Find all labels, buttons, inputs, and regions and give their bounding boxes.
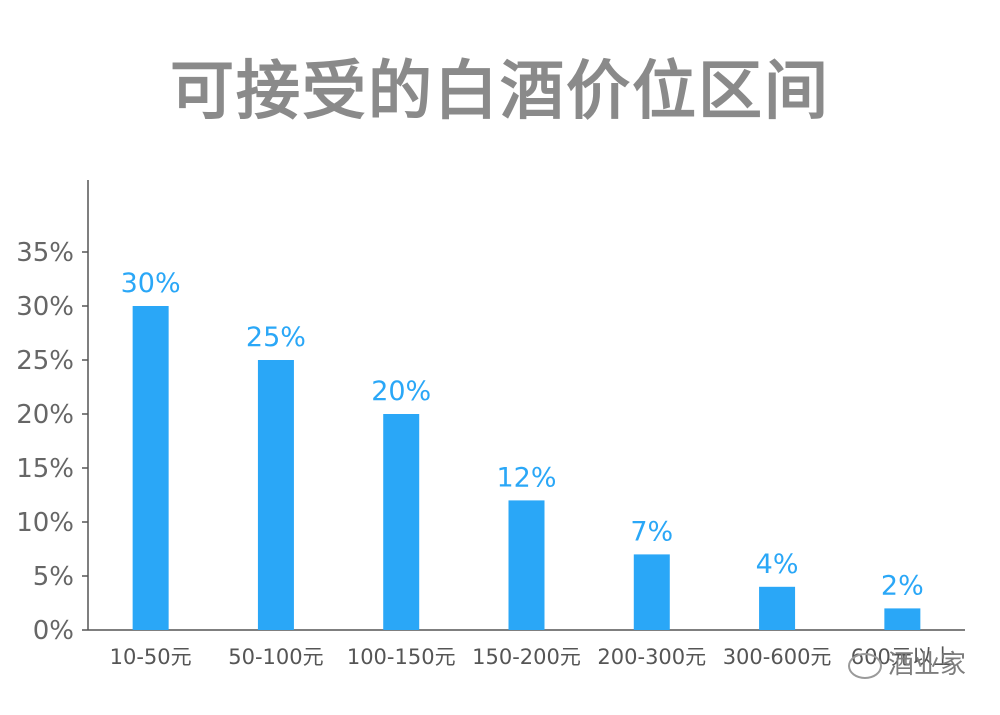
data-label: 2% bbox=[881, 570, 924, 601]
y-tick-label: 20% bbox=[16, 400, 74, 430]
y-tick-label: 10% bbox=[16, 508, 74, 538]
x-tick-label: 200-300元 bbox=[597, 645, 706, 669]
y-tick-label: 35% bbox=[16, 238, 74, 268]
watermark-text: 酒业家 bbox=[887, 650, 966, 680]
data-label: 12% bbox=[496, 462, 556, 493]
x-tick-label: 300-600元 bbox=[723, 645, 832, 669]
data-label: 20% bbox=[371, 376, 431, 407]
y-tick-label: 25% bbox=[16, 346, 74, 376]
watermark: 酒业家 bbox=[847, 644, 966, 681]
bar bbox=[759, 586, 796, 630]
bar bbox=[508, 500, 545, 630]
wechat-icon bbox=[847, 653, 882, 679]
data-label: 25% bbox=[246, 322, 306, 353]
chart-title: 可接受的白酒价位区间 bbox=[170, 55, 830, 129]
bar bbox=[257, 360, 294, 630]
x-tick-label: 150-200元 bbox=[472, 645, 581, 669]
data-label: 7% bbox=[630, 516, 673, 547]
data-label: 4% bbox=[756, 549, 799, 580]
bar bbox=[633, 554, 670, 630]
bar bbox=[383, 414, 420, 630]
x-tick-label: 50-100元 bbox=[228, 645, 323, 669]
y-tick-label: 15% bbox=[16, 454, 74, 484]
y-tick-label: 5% bbox=[33, 562, 74, 592]
y-tick-label: 30% bbox=[16, 292, 74, 322]
bar bbox=[132, 306, 169, 630]
y-tick-label: 0% bbox=[33, 616, 74, 646]
data-label: 30% bbox=[121, 268, 181, 299]
x-tick-label: 10-50元 bbox=[110, 645, 192, 669]
bar bbox=[884, 608, 921, 630]
x-tick-label: 100-150元 bbox=[347, 645, 456, 669]
